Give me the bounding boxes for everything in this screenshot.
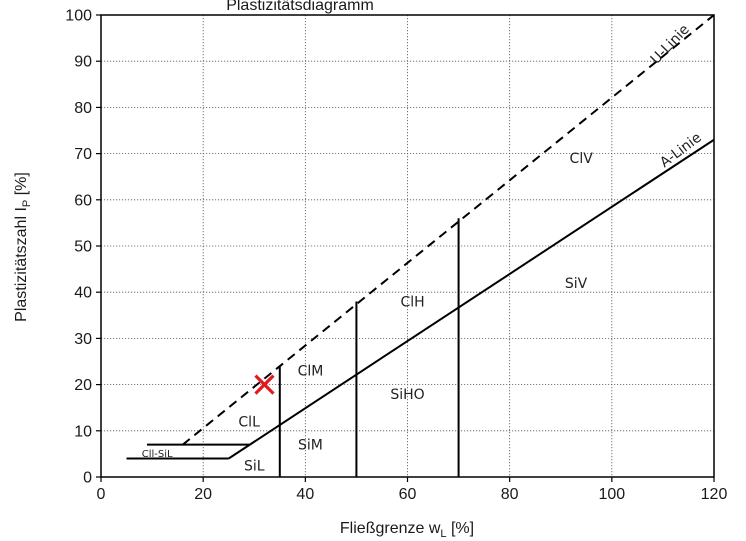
y-tick-label: 0 xyxy=(83,470,92,487)
boundary-lines xyxy=(126,218,460,477)
y-tick-label: 10 xyxy=(74,423,92,440)
tick-labels: 0 20 40 60 80 100 120 0 10 20 30 40 50 60 70 80 90 100 xyxy=(65,8,727,504)
x-tick-label: 20 xyxy=(194,486,212,503)
region-label: ClM xyxy=(298,364,324,380)
region-labels: ClV ClH SiV ClM SiHO ClL SiM SiL Cll-SiL xyxy=(142,151,593,474)
line-label: U-Linie xyxy=(648,22,693,68)
region-label: ClV xyxy=(570,151,594,167)
chart-title: Plastizitätsdiagramm xyxy=(226,0,374,14)
y-tick-label: 20 xyxy=(74,377,92,394)
x-tick-label: 60 xyxy=(399,486,417,503)
grid xyxy=(101,15,714,477)
x-tick-label: 120 xyxy=(701,486,728,503)
region-label: ClH xyxy=(401,294,425,310)
x-tick-label: 80 xyxy=(501,486,519,503)
x-tick-label: 0 xyxy=(97,486,106,503)
region-label: Cll-SiL xyxy=(142,449,173,460)
x-tick-label: 40 xyxy=(296,486,314,503)
y-tick-label: 40 xyxy=(74,285,92,302)
plot-frame xyxy=(96,14,715,482)
y-tick-label: 60 xyxy=(74,192,92,209)
u-line xyxy=(182,14,715,446)
y-axis-label: Plastizitätszahl IP [%] xyxy=(13,172,33,322)
y-tick-label: 90 xyxy=(74,54,92,71)
y-tick-label: 80 xyxy=(74,100,92,117)
y-tick-label: 100 xyxy=(65,8,92,25)
x-axis-label: Fließgrenze wL [%] xyxy=(340,520,474,540)
marker-stroke xyxy=(254,374,275,395)
x-tick-label: 100 xyxy=(598,486,625,503)
y-tick-label: 70 xyxy=(74,146,92,163)
region-label: SiM xyxy=(298,438,323,454)
y-tick-label: 30 xyxy=(74,331,92,348)
region-label: SiHO xyxy=(390,387,424,403)
sample-marker xyxy=(254,374,275,395)
a-line xyxy=(228,138,715,460)
region-label: ClL xyxy=(238,415,260,431)
region-label: SiV xyxy=(565,276,588,292)
y-tick-label: 50 xyxy=(74,239,92,256)
region-label: SiL xyxy=(244,458,265,474)
chart-lines xyxy=(182,14,715,460)
